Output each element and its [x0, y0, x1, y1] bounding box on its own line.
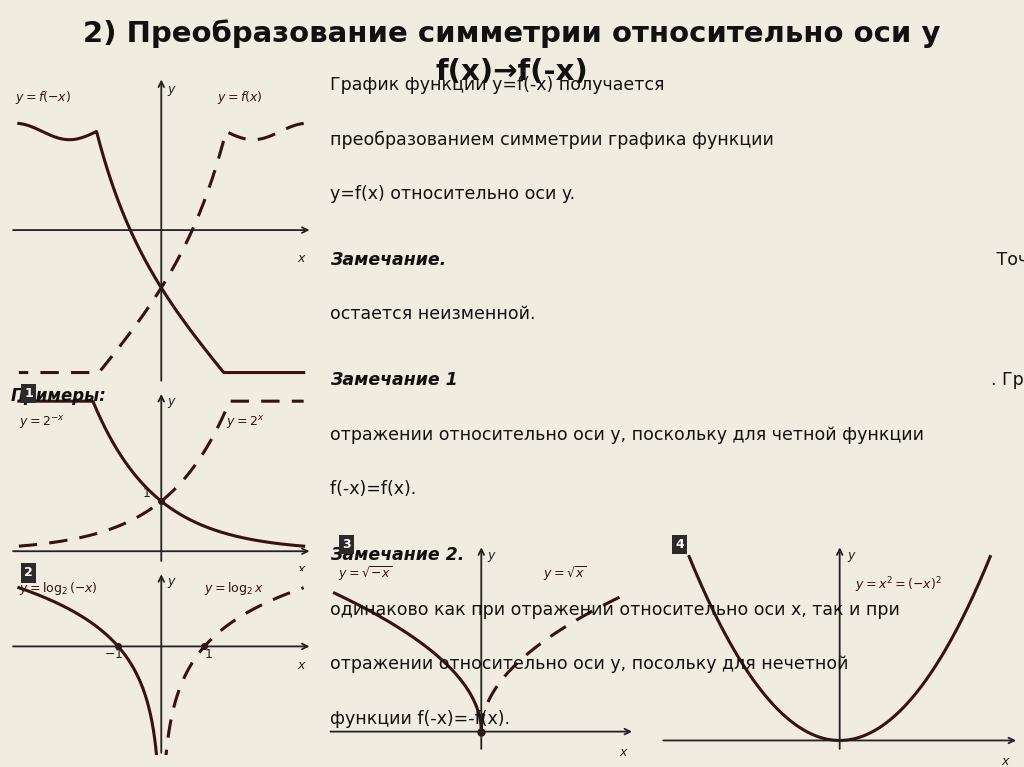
Text: y: y: [487, 548, 495, 561]
Text: $y = x^2 = (-x)^2$: $y = x^2 = (-x)^2$: [855, 575, 942, 595]
Text: $-1$: $-1$: [104, 648, 124, 661]
Text: преобразованием симметрии графика функции: преобразованием симметрии графика функци…: [330, 130, 773, 149]
Text: 3: 3: [342, 538, 350, 551]
Text: функции f(-x)=-f(x).: функции f(-x)=-f(x).: [330, 710, 515, 728]
Text: $y = \log_2(-x)$: $y = \log_2(-x)$: [18, 580, 97, 597]
Text: График функции y=f(-x) получается: График функции y=f(-x) получается: [330, 76, 665, 94]
Text: Замечание.: Замечание.: [330, 251, 445, 268]
Text: x: x: [1001, 755, 1009, 767]
Text: y=f(x) относительно оси y.: y=f(x) относительно оси y.: [330, 185, 574, 203]
Text: 1: 1: [142, 487, 151, 500]
Text: f(-x)=f(x).: f(-x)=f(x).: [330, 480, 421, 499]
Text: $y = 2^{x}$: $y = 2^{x}$: [226, 414, 264, 431]
Text: Замечание 2.: Замечание 2.: [330, 546, 464, 564]
Text: 4: 4: [676, 538, 684, 551]
Text: Примеры:: Примеры:: [10, 387, 106, 405]
Text: Точка пересечения графика с осью y: Точка пересечения графика с осью y: [990, 251, 1024, 268]
Text: f(x)→f(-x): f(x)→f(-x): [435, 58, 589, 86]
Text: $y = f(x)$: $y = f(x)$: [217, 89, 263, 107]
Text: остается неизменной.: остается неизменной.: [330, 305, 536, 324]
Text: x: x: [297, 563, 304, 576]
Text: y: y: [847, 548, 854, 561]
Text: . График четной функции не изменяется при: . График четной функции не изменяется пр…: [990, 371, 1024, 389]
Text: $y = f(-x)$: $y = f(-x)$: [14, 89, 71, 107]
Text: x: x: [297, 252, 304, 265]
Text: $y = \sqrt{-x}$: $y = \sqrt{-x}$: [338, 565, 392, 583]
Text: 2) Преобразование симметрии относительно оси y: 2) Преобразование симметрии относительно…: [83, 19, 941, 48]
Text: $1$: $1$: [205, 648, 213, 661]
Text: 1: 1: [25, 387, 33, 400]
Text: 2: 2: [25, 567, 33, 579]
Text: y: y: [167, 575, 175, 588]
Text: $y = \sqrt{x}$: $y = \sqrt{x}$: [543, 565, 587, 583]
Text: отражении относительно оси y, поскольку для четной функции: отражении относительно оси y, поскольку …: [330, 426, 924, 443]
Text: $y = \log_2 x$: $y = \log_2 x$: [205, 580, 264, 597]
Text: x: x: [620, 746, 627, 759]
Text: одинаково как при отражении относительно оси x, так и при: одинаково как при отражении относительно…: [330, 601, 899, 619]
Text: отражении относительно оси y, посольку для нечетной: отражении относительно оси y, посольку д…: [330, 655, 848, 673]
Text: Замечание 1: Замечание 1: [330, 371, 458, 389]
Text: x: x: [297, 660, 304, 673]
Text: y: y: [167, 83, 175, 96]
Text: $y = 2^{-x}$: $y = 2^{-x}$: [18, 414, 65, 431]
Text: y: y: [167, 394, 175, 407]
